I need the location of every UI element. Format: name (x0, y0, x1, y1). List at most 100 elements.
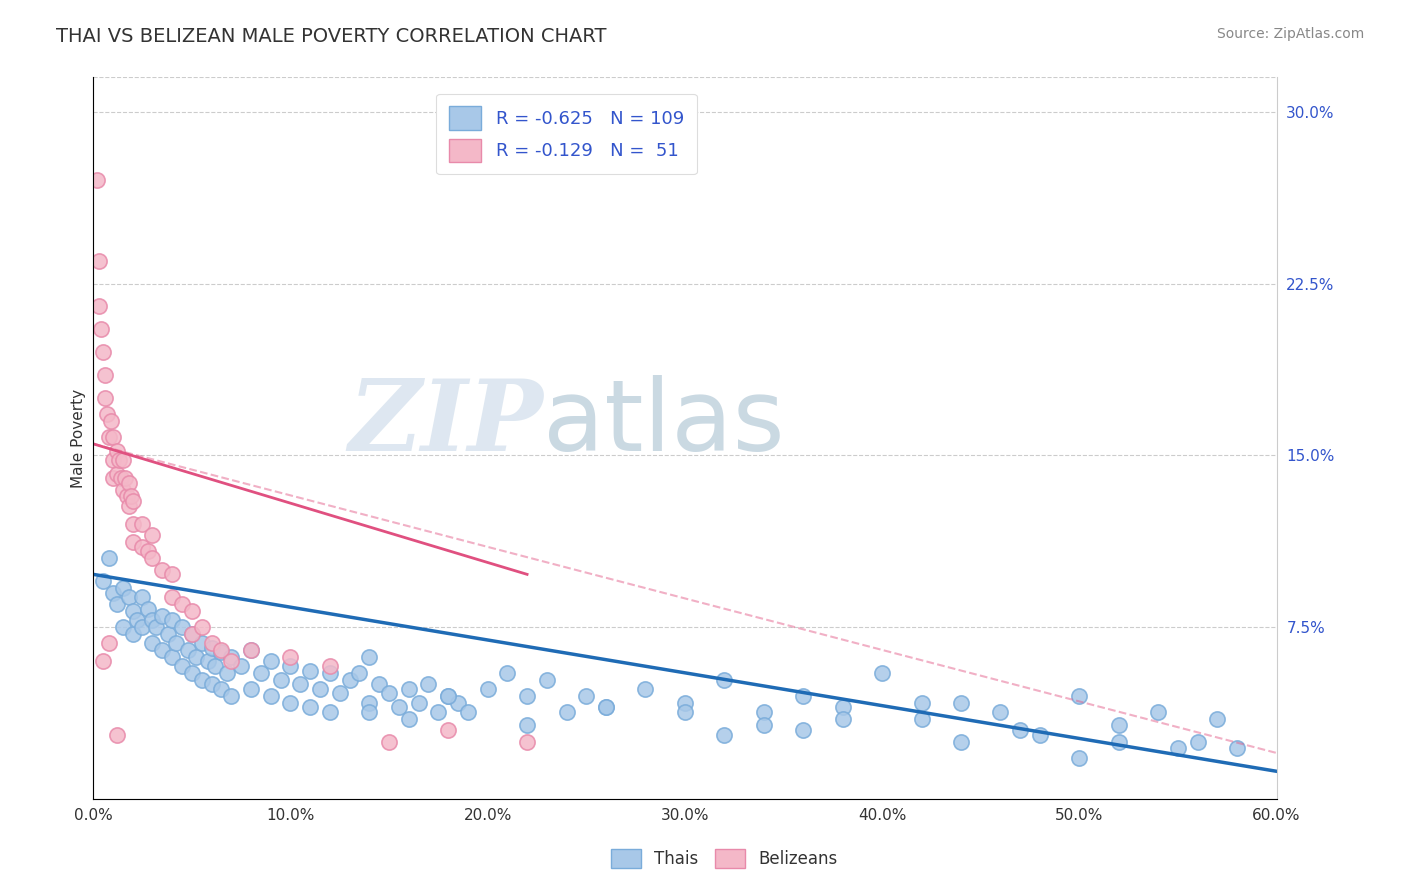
Point (239, 643, 262, 657)
Point (831, 712, 853, 726)
Point (200, 677, 222, 691)
Point (595, 700, 617, 714)
Point (516, 718, 538, 732)
Point (87, 300, 110, 314)
Point (141, 528, 163, 542)
Point (121, 604, 143, 618)
Point (1069, 750, 1091, 764)
Point (197, 654, 219, 668)
Point (752, 705, 775, 719)
Point (121, 535, 143, 549)
Point (368, 677, 391, 691)
Point (1226, 741, 1249, 756)
Point (157, 627, 180, 641)
Point (111, 453, 134, 467)
Point (105, 728, 128, 742)
Point (427, 705, 450, 719)
Point (319, 705, 342, 719)
Text: atlas: atlas (543, 376, 785, 472)
Point (219, 649, 242, 664)
Point (477, 681, 499, 696)
Point (97, 636, 120, 650)
Point (792, 723, 814, 737)
Point (180, 604, 202, 618)
Point (209, 645, 232, 659)
Point (111, 581, 134, 595)
Point (87, 253, 110, 268)
Point (131, 540, 153, 554)
Point (125, 613, 148, 627)
Point (1167, 741, 1189, 756)
Point (118, 499, 141, 513)
Point (86, 173, 108, 187)
Point (349, 665, 371, 680)
Point (359, 696, 381, 710)
Point (165, 636, 187, 650)
Point (536, 673, 558, 687)
Point (200, 640, 222, 655)
Point (110, 471, 132, 485)
Point (1069, 689, 1091, 703)
Point (870, 665, 893, 680)
Point (408, 696, 430, 710)
Point (219, 689, 242, 703)
Point (91, 345, 114, 359)
Point (290, 677, 312, 691)
Point (990, 705, 1012, 719)
Point (309, 681, 332, 696)
Point (949, 696, 972, 710)
Point (101, 585, 124, 599)
Point (138, 601, 160, 615)
Point (1206, 712, 1229, 726)
Point (131, 620, 153, 634)
Point (250, 665, 273, 680)
Point (575, 689, 598, 703)
Point (359, 649, 381, 664)
Point (101, 471, 124, 485)
Point (204, 659, 226, 673)
Point (97, 551, 120, 566)
Point (177, 643, 200, 657)
Point (831, 700, 853, 714)
Point (180, 627, 202, 641)
Point (299, 664, 322, 678)
Point (160, 613, 183, 627)
Text: Source: ZipAtlas.com: Source: ZipAtlas.com (1216, 27, 1364, 41)
Point (108, 453, 131, 467)
Point (96, 407, 118, 421)
Point (184, 649, 207, 664)
Point (949, 734, 972, 748)
Point (170, 597, 193, 611)
Point (131, 516, 153, 531)
Point (121, 516, 143, 531)
Point (1108, 734, 1130, 748)
Point (131, 591, 153, 605)
Point (160, 591, 183, 605)
Point (239, 681, 262, 696)
Point (595, 700, 617, 714)
Point (1108, 718, 1130, 732)
Point (634, 681, 657, 696)
Point (398, 712, 420, 726)
Point (359, 705, 381, 719)
Point (280, 696, 302, 710)
Point (260, 654, 283, 668)
Point (101, 453, 124, 467)
Legend: Thais, Belizeans: Thais, Belizeans (605, 842, 844, 875)
Point (217, 665, 239, 680)
Point (378, 686, 401, 700)
Point (150, 608, 173, 623)
Point (91, 654, 114, 668)
Point (1187, 734, 1209, 748)
Point (114, 471, 136, 485)
Point (239, 643, 262, 657)
Point (111, 483, 134, 497)
Point (319, 659, 342, 673)
Point (1147, 705, 1170, 719)
Point (713, 673, 735, 687)
Point (496, 665, 519, 680)
Point (150, 563, 173, 577)
Point (118, 591, 141, 605)
Point (150, 643, 173, 657)
Point (91, 574, 114, 589)
